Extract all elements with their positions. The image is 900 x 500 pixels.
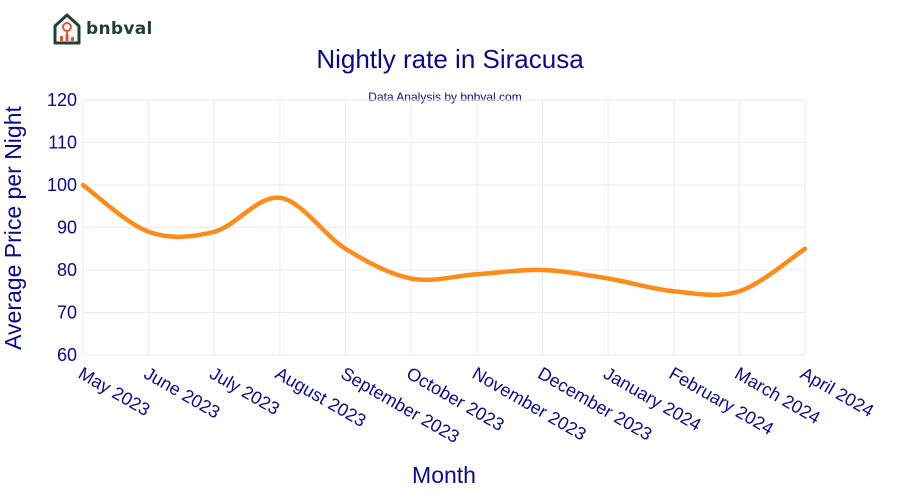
brand-logo: bnbval: [52, 12, 153, 46]
y-tick-label: 100: [47, 175, 77, 195]
series-points: [82, 184, 806, 292]
data-point: [148, 231, 150, 233]
y-tick-labels: 60 70 80 90 100 110 120: [47, 90, 77, 365]
data-point: [738, 290, 740, 292]
data-point: [279, 197, 281, 199]
data-point: [607, 278, 609, 279]
x-axis-label: Month: [412, 462, 476, 488]
y-tick-label: 70: [57, 303, 77, 323]
data-point: [673, 290, 675, 292]
y-axis-label: Average Price per Night: [0, 106, 26, 350]
y-tick-label: 120: [47, 90, 77, 110]
logo-text: bnbval: [86, 19, 153, 39]
chart-title: Nightly rate in Siracusa: [316, 44, 584, 74]
x-tick-label: November 2023: [469, 363, 590, 444]
y-tick-label: 60: [57, 345, 77, 365]
data-point: [804, 248, 806, 250]
data-point: [541, 269, 543, 271]
x-tick-label: May 2023: [75, 363, 153, 420]
y-tick-label: 80: [57, 260, 77, 280]
data-point: [213, 231, 215, 233]
data-point: [82, 184, 84, 186]
house-logo-icon: [53, 13, 81, 45]
data-point: [476, 273, 478, 275]
x-tick-label: December 2023: [534, 363, 655, 444]
grid-lines: [82, 99, 806, 356]
y-tick-label: 110: [48, 133, 77, 153]
data-point: [345, 248, 347, 250]
y-tick-label: 90: [57, 218, 77, 238]
series-line: [80, 182, 808, 298]
data-point: [410, 278, 412, 279]
